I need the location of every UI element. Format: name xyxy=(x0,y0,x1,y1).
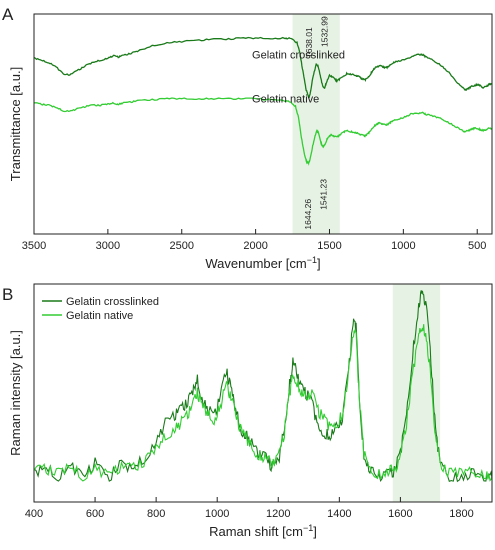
series-line-b-crosslinked xyxy=(33,290,493,483)
x-tick-label: 2000 xyxy=(243,240,267,252)
annotations-a: 1638.01 1532.99 1644.26 1541.23 xyxy=(303,16,329,230)
x-tick-label: 2500 xyxy=(169,240,193,252)
series-line-a-native xyxy=(33,97,493,166)
x-tick-label: 500 xyxy=(468,240,486,252)
series-line-a-crosslinked xyxy=(33,36,493,99)
x-tick-label: 1000 xyxy=(205,508,229,520)
series-label-a-native: Gelatin native xyxy=(252,93,319,105)
panel-label-a: A xyxy=(2,5,14,24)
x-ticks-a: 3500 3000 2500 2000 1500 1000 500 xyxy=(22,229,486,252)
x-tick-label: 1800 xyxy=(449,508,473,520)
series-line-b-native xyxy=(33,324,493,482)
panel-b: B Gelatin crosslinked Gelatin native 400 6… xyxy=(2,283,493,539)
x-tick-label: 1500 xyxy=(317,240,341,252)
legend-label: Gelatin native xyxy=(66,310,133,322)
x-tick-label: 3000 xyxy=(96,240,120,252)
y-axis-label-a: Transmittance [a.u.] xyxy=(8,67,23,181)
x-tick-label: 1400 xyxy=(327,508,351,520)
series-label-a-crosslinked: Gelatin crosslinked xyxy=(252,49,345,61)
x-axis-label-a: Wavenumber [cm−1] xyxy=(205,255,320,271)
x-tick-label: 600 xyxy=(86,508,104,520)
peak-annotation: 1644.26 xyxy=(303,199,313,230)
y-axis-label-b: Raman intensity [a.u.] xyxy=(8,330,23,456)
x-tick-label: 1200 xyxy=(266,508,290,520)
x-tick-label: 400 xyxy=(25,508,43,520)
x-axis-label-b-end: ] xyxy=(313,524,317,539)
x-axis-label-b-main: Raman shift [cm xyxy=(209,524,303,539)
legend-b: Gelatin crosslinked Gelatin native xyxy=(42,296,159,322)
series-group-a xyxy=(33,36,493,166)
series-labels-a: Gelatin crosslinked Gelatin native xyxy=(252,49,345,105)
x-axis-label-b-sup: −1 xyxy=(303,523,313,533)
x-axis-label-b: Raman shift [cm−1] xyxy=(209,523,317,539)
x-tick-label: 3500 xyxy=(22,240,46,252)
peak-annotation: 1541.23 xyxy=(318,179,328,210)
x-tick-label: 1000 xyxy=(391,240,415,252)
highlight-band-a xyxy=(292,14,340,234)
x-axis-label-a-end: ] xyxy=(317,256,321,271)
plot-frame-b xyxy=(33,283,493,503)
peak-annotation: 1638.01 xyxy=(304,27,314,58)
peak-annotation: 1532.99 xyxy=(320,16,330,47)
x-tick-label: 1600 xyxy=(388,508,412,520)
x-ticks-b: 400 600 800 1000 1200 1400 1600 1800 xyxy=(25,497,474,520)
plot-frame-a xyxy=(33,13,493,235)
x-axis-label-a-sup: −1 xyxy=(307,255,317,265)
legend-label: Gelatin crosslinked xyxy=(66,296,159,308)
x-tick-label: 800 xyxy=(147,508,165,520)
panel-a: A 1638.01 1532.99 1644.26 1541.23 Gelatin c… xyxy=(2,5,493,271)
x-axis-label-a-main: Wavenumber [cm xyxy=(205,256,306,271)
series-group-b xyxy=(33,290,493,483)
panel-label-b: B xyxy=(2,285,13,304)
